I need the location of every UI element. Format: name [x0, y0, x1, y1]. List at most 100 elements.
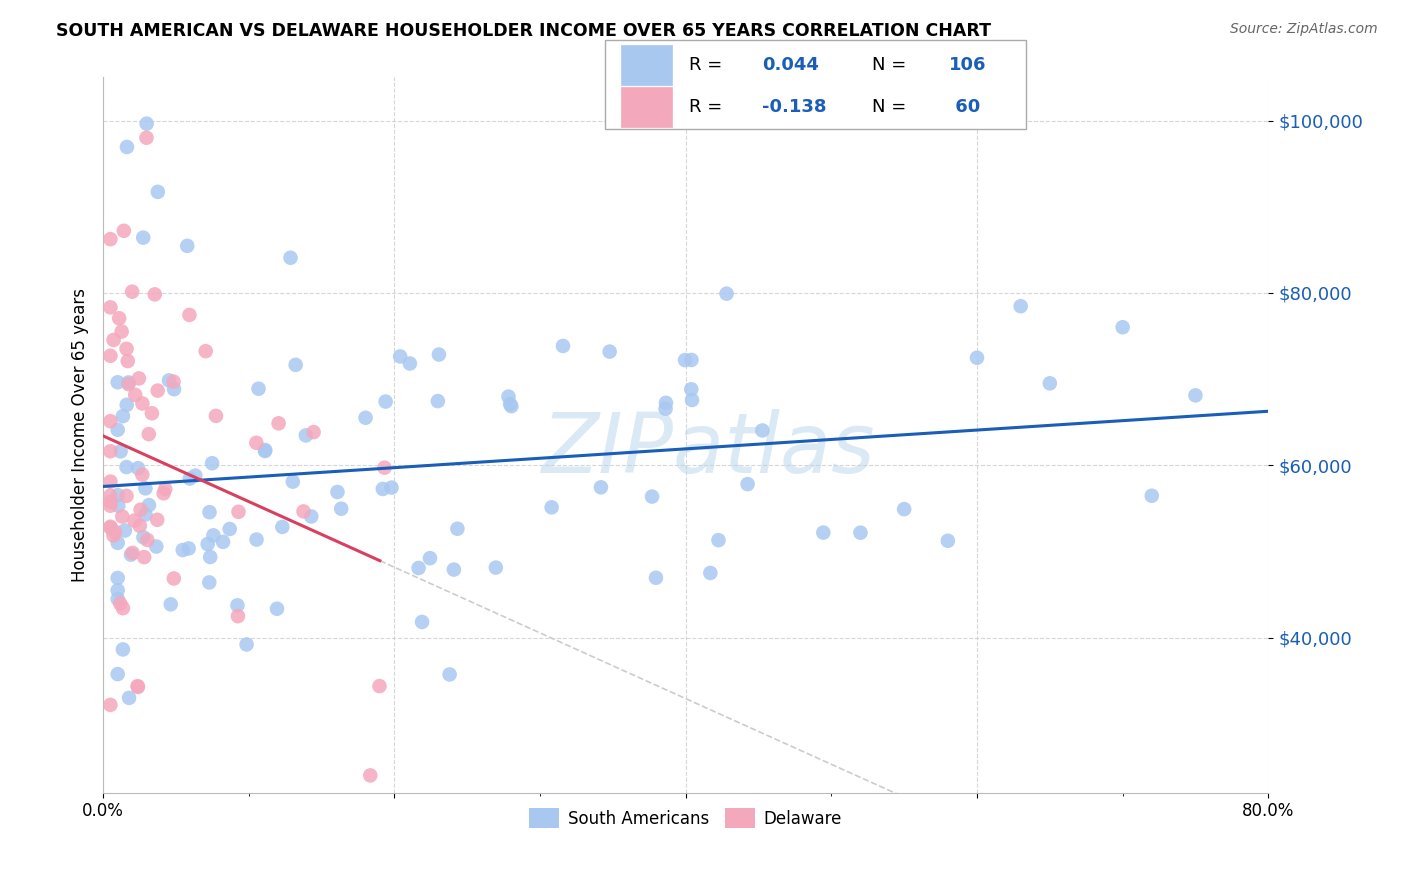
Point [399, 357, 422, 371]
Point [100, 489, 122, 503]
Point [146, 384, 169, 398]
Point [499, 397, 522, 411]
Point [1184, 388, 1206, 402]
Point [108, 311, 131, 326]
Point [284, 358, 307, 372]
Point [107, 591, 129, 606]
Point [253, 444, 276, 458]
Point [359, 768, 381, 782]
Point [299, 509, 322, 524]
Point [176, 239, 198, 253]
Point [146, 513, 169, 527]
Point [104, 524, 127, 539]
Point [354, 410, 377, 425]
Point [751, 424, 773, 438]
Legend: South Americans, Delaware: South Americans, Delaware [523, 802, 849, 834]
Point [254, 443, 277, 458]
Point [112, 224, 135, 238]
Point [107, 376, 129, 390]
Text: 60: 60 [949, 98, 980, 116]
Point [117, 376, 139, 390]
Point [114, 524, 136, 538]
Point [966, 351, 988, 365]
Point [134, 550, 156, 565]
Point [218, 522, 240, 536]
Point [124, 388, 146, 402]
Point [302, 425, 325, 439]
Text: N =: N = [872, 98, 911, 116]
Point [1010, 299, 1032, 313]
Point [127, 680, 149, 694]
Point [100, 444, 122, 458]
Point [485, 560, 508, 574]
Point [645, 571, 668, 585]
Point [117, 354, 139, 368]
Point [100, 301, 122, 315]
Point [699, 566, 721, 580]
Point [389, 350, 412, 364]
Point [159, 597, 181, 611]
Text: SOUTH AMERICAN VS DELAWARE HOUSEHOLDER INCOME OVER 65 YEARS CORRELATION CHART: SOUTH AMERICAN VS DELAWARE HOUSEHOLDER I… [56, 22, 991, 40]
Point [115, 489, 138, 503]
Point [103, 528, 125, 542]
Point [737, 477, 759, 491]
Point [501, 399, 523, 413]
Point [117, 377, 139, 392]
Point [411, 615, 433, 629]
Point [681, 382, 703, 396]
Text: 0.044: 0.044 [762, 56, 818, 74]
Point [111, 409, 134, 424]
Point [172, 543, 194, 558]
Point [100, 349, 122, 363]
Point [427, 347, 450, 361]
Point [654, 401, 676, 416]
Point [132, 530, 155, 544]
Point [498, 390, 520, 404]
Point [330, 501, 353, 516]
Point [1140, 489, 1163, 503]
Point [446, 522, 468, 536]
Point [813, 525, 835, 540]
Point [202, 528, 225, 542]
Point [138, 427, 160, 442]
Point [121, 285, 143, 299]
Point [201, 456, 224, 470]
Text: 106: 106 [949, 56, 987, 74]
Point [326, 485, 349, 500]
Point [128, 519, 150, 533]
Point [266, 601, 288, 615]
Point [107, 499, 129, 513]
Point [200, 549, 222, 564]
Point [111, 601, 134, 615]
FancyBboxPatch shape [621, 87, 672, 128]
Point [228, 505, 250, 519]
Point [380, 481, 402, 495]
Point [132, 230, 155, 244]
Text: R =: R = [689, 56, 728, 74]
Point [146, 185, 169, 199]
Point [184, 468, 207, 483]
Point [120, 548, 142, 562]
Point [936, 533, 959, 548]
Point [179, 471, 201, 485]
Point [280, 251, 302, 265]
Text: -0.138: -0.138 [762, 98, 827, 116]
Point [198, 505, 221, 519]
Point [118, 690, 141, 705]
Point [100, 521, 122, 535]
Point [134, 508, 156, 522]
Point [141, 406, 163, 420]
Point [439, 667, 461, 681]
Point [163, 382, 186, 396]
Point [655, 396, 678, 410]
Point [540, 500, 562, 515]
Point [100, 499, 122, 513]
Point [110, 444, 132, 458]
Point [100, 698, 122, 712]
Point [281, 475, 304, 489]
Point [100, 414, 122, 428]
Point [131, 467, 153, 482]
Point [371, 482, 394, 496]
FancyBboxPatch shape [621, 45, 672, 86]
Point [589, 480, 612, 494]
